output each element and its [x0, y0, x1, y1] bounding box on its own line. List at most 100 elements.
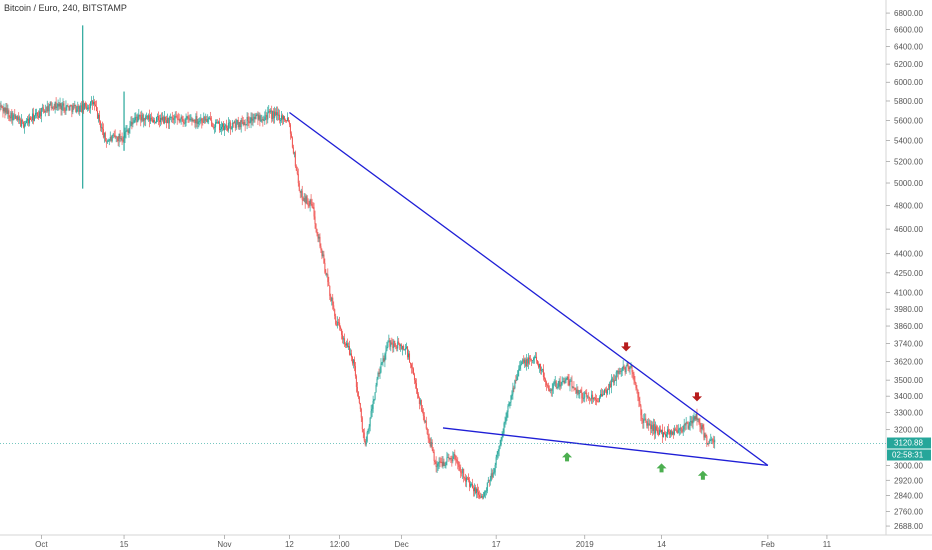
candle-body	[92, 100, 94, 105]
candle-body	[186, 116, 188, 119]
arrow-up-icon	[562, 452, 573, 462]
candle-body	[373, 399, 375, 402]
candle-body	[51, 107, 53, 108]
candle-body	[418, 397, 420, 404]
candle-body	[541, 369, 543, 371]
candle-body	[318, 236, 320, 239]
candle-body	[547, 385, 549, 390]
candle-body	[538, 363, 540, 368]
candle-body	[126, 130, 128, 132]
candle-body	[269, 110, 271, 113]
candle-body	[178, 119, 180, 122]
candle-body	[139, 114, 141, 118]
candle-body	[609, 383, 611, 388]
candle-body	[192, 119, 194, 121]
candle-body	[80, 105, 82, 107]
candle-body	[134, 117, 136, 121]
candle-body	[181, 116, 183, 119]
candle-body	[480, 496, 482, 498]
candle-body	[16, 115, 18, 120]
candle-body	[36, 112, 38, 117]
candle-body	[524, 359, 526, 364]
candle-body	[410, 362, 412, 365]
candle-body	[679, 427, 681, 429]
candle-body	[185, 118, 187, 124]
candle-body	[219, 121, 221, 131]
candle-body	[221, 123, 223, 127]
candle-body	[311, 204, 313, 207]
last-price-badge	[887, 437, 931, 449]
candle-body	[522, 359, 524, 362]
candle-body	[529, 357, 531, 360]
candle-body	[633, 373, 635, 381]
candle-body	[25, 123, 27, 125]
candle-body	[374, 392, 376, 400]
candle-body	[334, 309, 336, 317]
candle-body	[470, 484, 472, 487]
candle-body	[172, 117, 174, 120]
candle-body	[465, 478, 467, 482]
candle-body	[701, 424, 703, 430]
candle-body	[209, 117, 211, 119]
price-tick-label: 4800.00	[894, 202, 923, 211]
candle-body	[501, 437, 503, 440]
candle-body	[654, 424, 656, 434]
candle-body	[52, 107, 54, 109]
candle-body	[643, 419, 645, 423]
candle-body	[206, 119, 208, 122]
candle-body	[692, 420, 694, 424]
candle-body	[512, 387, 514, 395]
candle-body	[364, 440, 366, 445]
candle-body	[38, 111, 40, 118]
candle-body	[661, 429, 663, 433]
candle-body	[196, 116, 198, 124]
candle-body	[625, 366, 627, 373]
time-axis[interactable]: Oct 15 Nov 12 12:00 Dec 17 2019 14 Feb 11	[35, 535, 832, 549]
candle-body	[4, 107, 6, 113]
candle-body	[154, 119, 156, 123]
candle-body	[215, 122, 217, 128]
candle-body	[439, 461, 441, 463]
candle-body	[487, 479, 489, 483]
candle-body	[560, 384, 562, 387]
candle-body	[152, 119, 154, 123]
candle-body	[19, 119, 21, 121]
time-tick-label: 17	[492, 540, 501, 549]
candle-body	[255, 115, 257, 119]
candle-body	[621, 370, 623, 372]
price-tick-label: 6200.00	[894, 60, 923, 69]
candle-body	[86, 106, 88, 109]
candle-body	[260, 120, 262, 122]
candle-body	[416, 388, 418, 395]
candle-body	[508, 402, 510, 406]
candle-body	[201, 118, 203, 123]
candle-body	[359, 403, 361, 409]
candle-body	[388, 340, 390, 343]
candle-body	[187, 116, 189, 119]
candle-body	[280, 120, 282, 121]
candle-body	[61, 105, 63, 110]
candle-body	[616, 370, 618, 373]
candle-body	[668, 432, 670, 435]
candle-body	[350, 353, 352, 358]
candle-body	[667, 429, 669, 433]
time-tick-label: Nov	[217, 540, 231, 549]
candle-body	[386, 347, 388, 351]
price-axis[interactable]: 6800.00 6600.00 6400.00 6200.00 6000.00 5800.…	[886, 9, 923, 531]
candle-body	[93, 101, 95, 105]
candle-body	[270, 110, 272, 113]
candle-body	[599, 397, 601, 402]
candle-body	[631, 365, 633, 373]
candle-body	[296, 170, 298, 174]
candle-body	[358, 396, 360, 404]
candle-body	[500, 439, 502, 446]
candle-body	[321, 249, 323, 257]
candle-body	[278, 114, 280, 116]
candle-body	[445, 461, 447, 466]
candle-body	[630, 365, 632, 367]
candle-body	[109, 137, 111, 141]
candle-body	[543, 377, 545, 380]
candle-body	[662, 429, 664, 437]
candle-body	[564, 380, 566, 384]
candle-body	[37, 116, 39, 118]
